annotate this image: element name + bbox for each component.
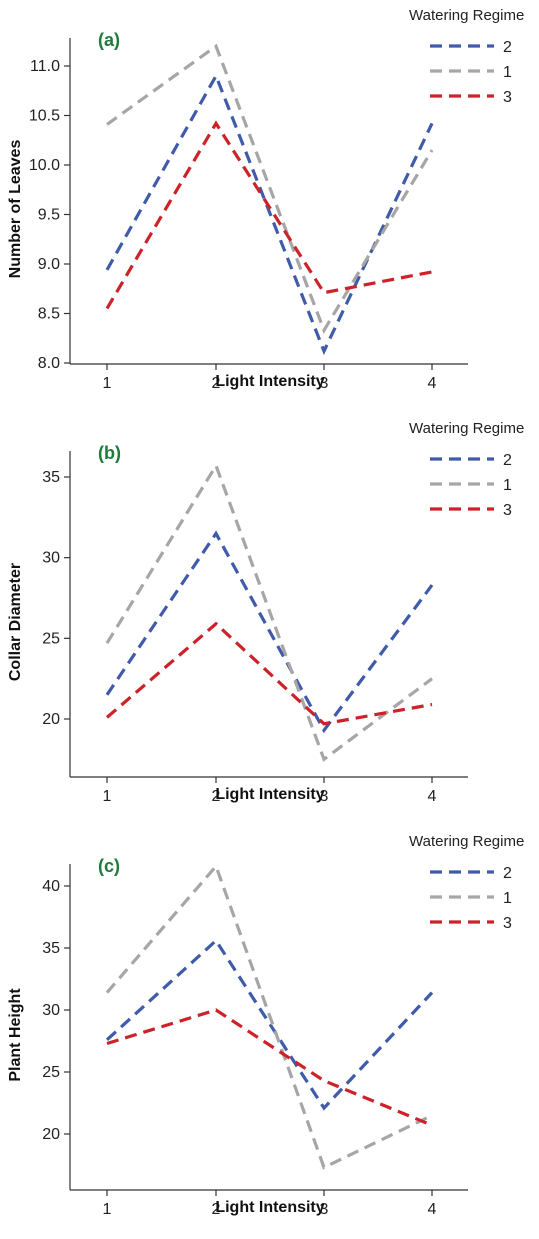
x-tick-label: 2 xyxy=(212,375,221,392)
y-tick-label: 40 xyxy=(42,878,60,895)
legend-label-3: 3 xyxy=(503,89,512,106)
chart-a: 8.0 8.5 9.0 9.5 10.0 10.5 11.0 1 2 3 4 Light Intens… xyxy=(7,7,524,392)
legend-label-2: 2 xyxy=(503,865,512,882)
y-axis-title: Plant Height xyxy=(7,988,24,1082)
y-tick-label: 20 xyxy=(42,711,60,728)
y-tick-label: 10.0 xyxy=(29,157,60,174)
panel-label: (a) xyxy=(98,30,120,50)
series-line-2 xyxy=(105,72,434,356)
x-tick-label: 2 xyxy=(212,788,221,805)
y-axis-title: Number of Leaves xyxy=(7,140,24,279)
x-axis-title: Light Intensity xyxy=(215,1199,324,1216)
legend-title: Watering Regime xyxy=(409,420,524,437)
series-line-2 xyxy=(105,938,434,1111)
x-tick-label: 4 xyxy=(428,375,437,392)
x-axis-title: Light Intensity xyxy=(215,373,324,390)
legend-label-1: 1 xyxy=(503,477,512,494)
x-tick-label: 1 xyxy=(103,788,112,805)
series-line-1 xyxy=(105,863,433,1170)
y-tick-label: 35 xyxy=(42,940,60,957)
x-tick-label: 1 xyxy=(103,1201,112,1218)
legend-title: Watering Regime xyxy=(409,7,524,24)
series-line-3 xyxy=(105,120,433,310)
chart-b: 20 25 30 35 1 2 3 4 Light Intensity Collar Diamet… xyxy=(7,420,524,805)
x-tick-label: 4 xyxy=(428,1201,437,1218)
series-line-2 xyxy=(105,530,434,734)
series-line-3 xyxy=(106,1008,433,1127)
y-tick-label: 10.5 xyxy=(29,108,60,125)
series-line-1 xyxy=(105,462,433,762)
y-tick-label: 8.0 xyxy=(38,355,60,372)
x-axis-title: Light Intensity xyxy=(215,786,324,803)
x-tick-label: 3 xyxy=(320,788,329,805)
y-tick-label: 9.5 xyxy=(38,207,60,224)
legend-label-2: 2 xyxy=(503,452,512,469)
y-axis-title: Collar Diameter xyxy=(7,563,24,681)
y-tick-label: 30 xyxy=(42,1002,60,1019)
legend-title: Watering Regime xyxy=(409,833,524,850)
x-tick-label: 3 xyxy=(320,1201,329,1218)
legend-label-1: 1 xyxy=(503,890,512,907)
panel-b: 20 25 30 35 1 2 3 4 Light Intensity Collar Diamet… xyxy=(0,413,539,826)
panel-label: (b) xyxy=(98,443,121,463)
y-tick-label: 35 xyxy=(42,469,60,486)
legend-label-1: 1 xyxy=(503,64,512,81)
legend-label-2: 2 xyxy=(503,39,512,56)
y-tick-label: 8.5 xyxy=(38,306,60,323)
x-tick-label: 1 xyxy=(103,375,112,392)
panel-label: (c) xyxy=(98,856,120,876)
y-tick-label: 30 xyxy=(42,550,60,567)
panel-a: 8.0 8.5 9.0 9.5 10.0 10.5 11.0 1 2 3 4 Light Intens… xyxy=(0,0,539,413)
legend-label-3: 3 xyxy=(503,915,512,932)
y-tick-label: 9.0 xyxy=(38,256,60,273)
y-tick-label: 20 xyxy=(42,1126,60,1143)
series-line-1 xyxy=(106,43,434,334)
y-tick-label: 25 xyxy=(42,630,60,647)
x-tick-label: 4 xyxy=(428,788,437,805)
series-line-3 xyxy=(105,621,433,726)
y-tick-label: 25 xyxy=(42,1064,60,1081)
chart-c: 20 25 30 35 40 1 2 3 4 Light Intensity Plant Heigh… xyxy=(7,833,524,1218)
x-tick-label: 2 xyxy=(212,1201,221,1218)
panel-c: 20 25 30 35 40 1 2 3 4 Light Intensity Plant Heigh… xyxy=(0,826,539,1239)
x-tick-label: 3 xyxy=(320,375,329,392)
y-tick-label: 11.0 xyxy=(30,58,60,75)
legend-label-3: 3 xyxy=(503,502,512,519)
